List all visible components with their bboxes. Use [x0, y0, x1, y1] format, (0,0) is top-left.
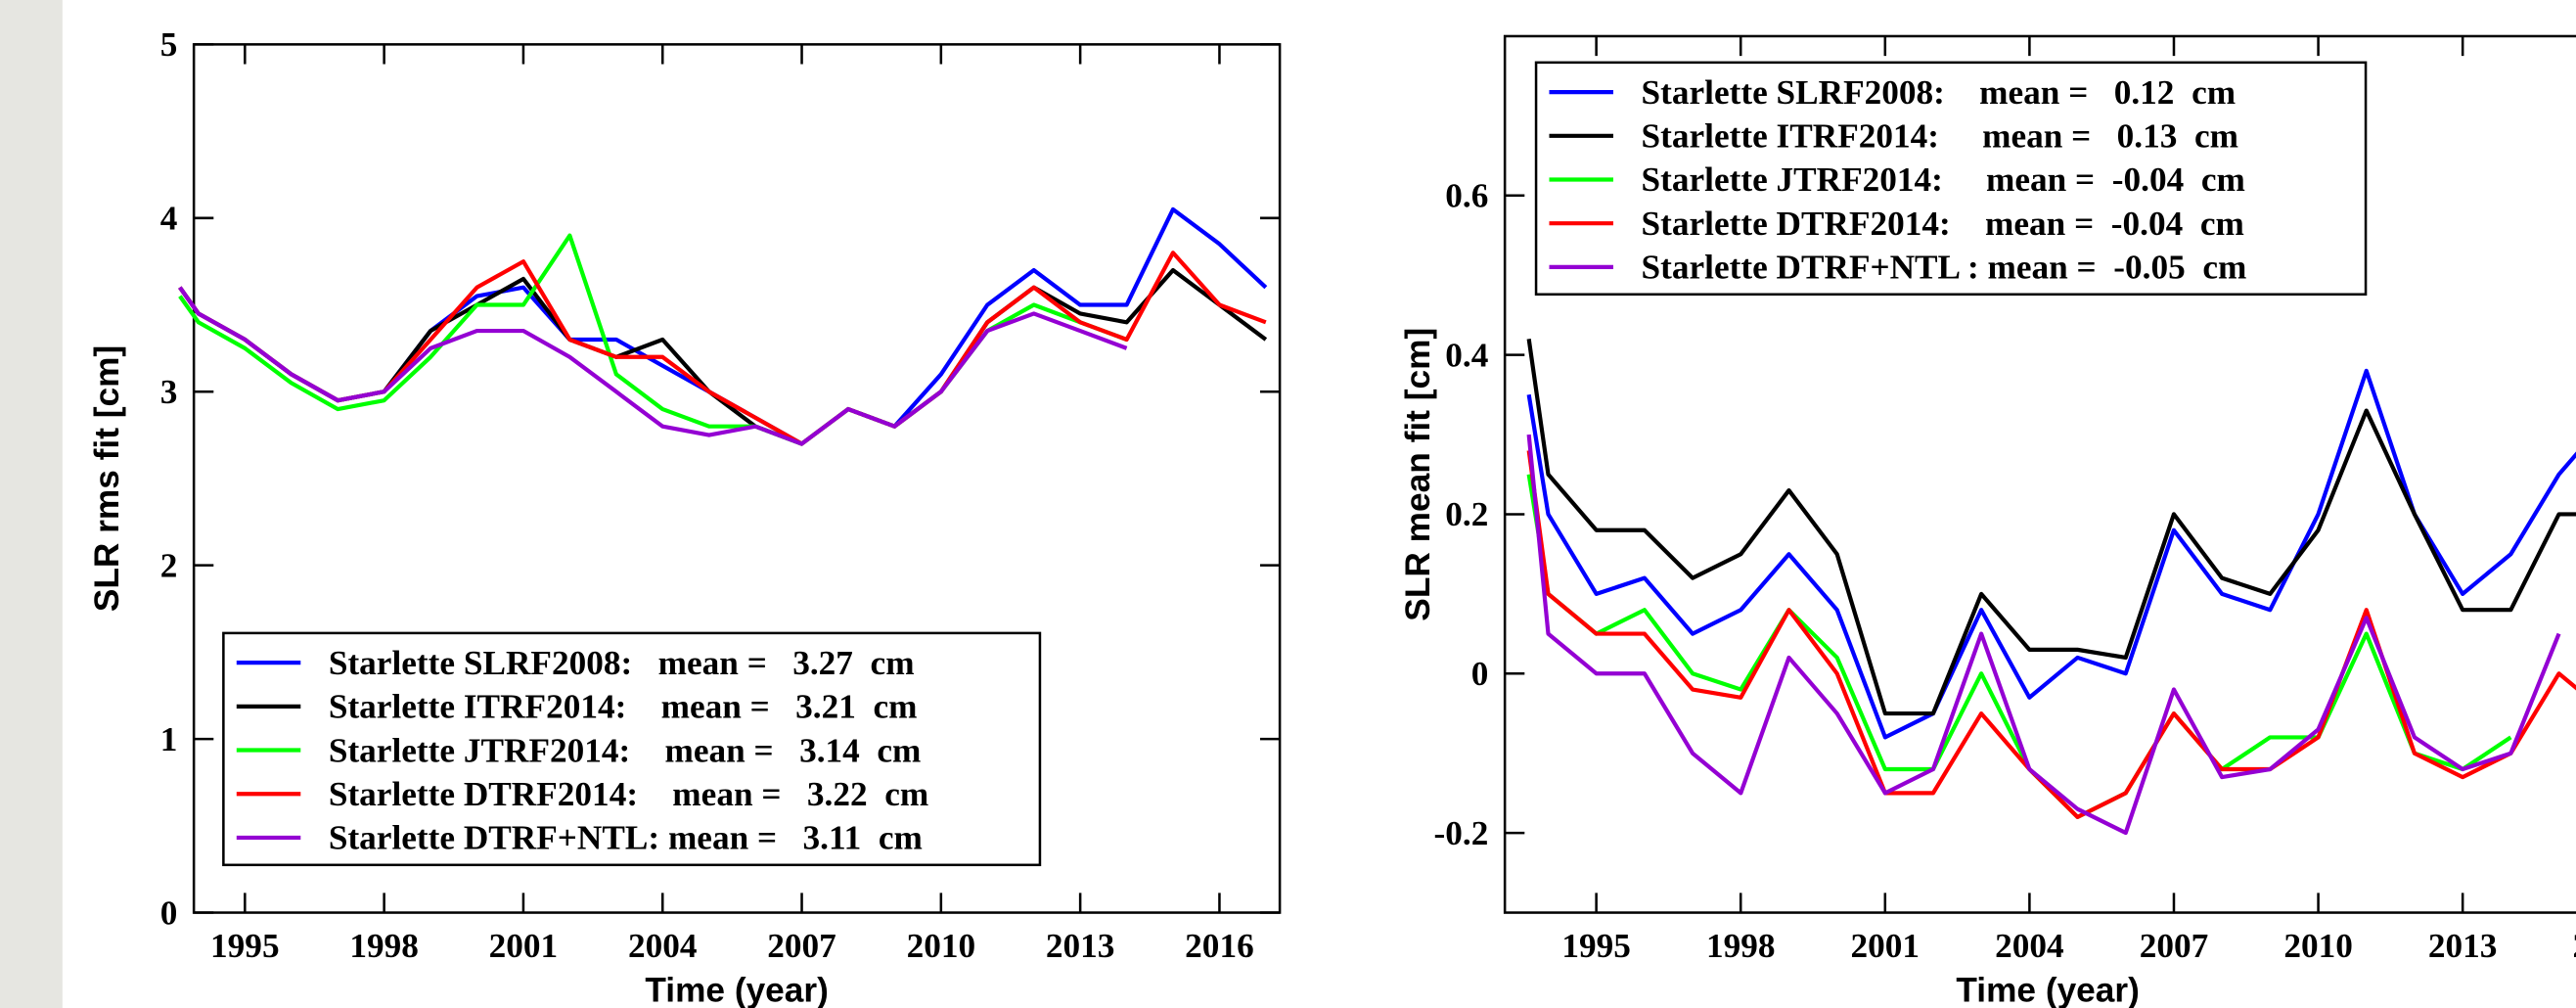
legend-label: Starlette DTRF2014: mean = -0.04 cm — [1642, 205, 2244, 243]
y-tick-label: 4 — [160, 200, 178, 238]
series-line — [1526, 339, 2576, 716]
series-line — [1526, 368, 2576, 740]
x-tick-label: 1995 — [1561, 927, 1631, 965]
plot-frame — [192, 43, 1282, 914]
x-tick-label: 2007 — [767, 927, 836, 965]
x-tick-label: 1995 — [210, 927, 280, 965]
x-axis-label: Time (year) — [645, 971, 828, 1008]
legend-box — [222, 631, 1042, 867]
legend-label: Starlette SLRF2008: mean = 0.12 cm — [1642, 73, 2237, 112]
legend-label: Starlette DTRF2014: mean = 3.22 cm — [329, 775, 928, 813]
page-edge — [0, 0, 63, 1008]
y-tick-label: 0 — [1471, 655, 1489, 693]
y-axis-label: SLR mean fit [cm] — [1399, 328, 1437, 621]
series-line — [178, 286, 1128, 446]
plot-frame — [1503, 34, 2576, 914]
y-tick-label: 3 — [160, 373, 178, 411]
y-tick-label: 2 — [160, 546, 178, 584]
legend-label: Starlette JTRF2014: mean = 3.14 cm — [329, 731, 922, 769]
series-line — [178, 251, 1267, 446]
legend-label: Starlette DTRF+NTL: mean = 3.11 cm — [329, 819, 923, 857]
y-tick-label: 0.4 — [1445, 336, 1488, 374]
series-line — [178, 267, 1268, 446]
legend-box — [1534, 61, 2368, 297]
x-tick-label: 2007 — [2140, 927, 2209, 965]
legend-label: Starlette DTRF+NTL : mean = -0.05 cm — [1642, 249, 2247, 287]
x-tick-label: 2001 — [1851, 927, 1921, 965]
y-tick-label: 5 — [160, 25, 178, 64]
y-axis-label: SLR rms fit [cm] — [88, 345, 126, 612]
x-tick-label: 1998 — [1706, 927, 1776, 965]
x-tick-label: 2004 — [628, 927, 698, 965]
x-tick-label: 1998 — [349, 927, 419, 965]
x-tick-label: 2001 — [489, 927, 559, 965]
y-tick-label: -0.2 — [1434, 814, 1489, 852]
y-tick-label: 0.2 — [1445, 495, 1488, 533]
series-line — [1526, 450, 2576, 820]
legend-label: Starlette ITRF2014: mean = 3.21 cm — [329, 688, 918, 726]
legend-label: Starlette JTRF2014: mean = -0.04 cm — [1642, 160, 2245, 199]
y-tick-label: 0.6 — [1445, 177, 1488, 215]
series-line — [178, 233, 1128, 446]
x-tick-label: 2016 — [1185, 927, 1254, 965]
y-tick-label: 1 — [160, 720, 178, 758]
series-line — [1526, 434, 2561, 836]
y-tick-label: 0 — [160, 893, 178, 932]
legend-label: Starlette ITRF2014: mean = 0.13 cm — [1642, 117, 2238, 156]
series-line — [1526, 474, 2512, 820]
x-tick-label: 2010 — [907, 927, 976, 965]
x-tick-label: 2010 — [2283, 927, 2353, 965]
chart: 1995 1998 2001 2004 2007 2010 2013 2016 -0.2 0 0.2… — [1399, 34, 2576, 1008]
x-axis-label: Time (year) — [1956, 971, 2139, 1008]
legend-label: Starlette SLRF2008: mean = 3.27 cm — [329, 644, 915, 682]
x-tick-label: 2013 — [2428, 927, 2498, 965]
chart: 1995 1998 2001 2004 2007 2010 2013 2016 0 1 2 3 4 5 Ti… — [88, 25, 1282, 1008]
x-tick-label: 2004 — [1995, 927, 2064, 965]
x-tick-label: 2016 — [2573, 927, 2576, 965]
x-tick-label: 2013 — [1046, 927, 1115, 965]
